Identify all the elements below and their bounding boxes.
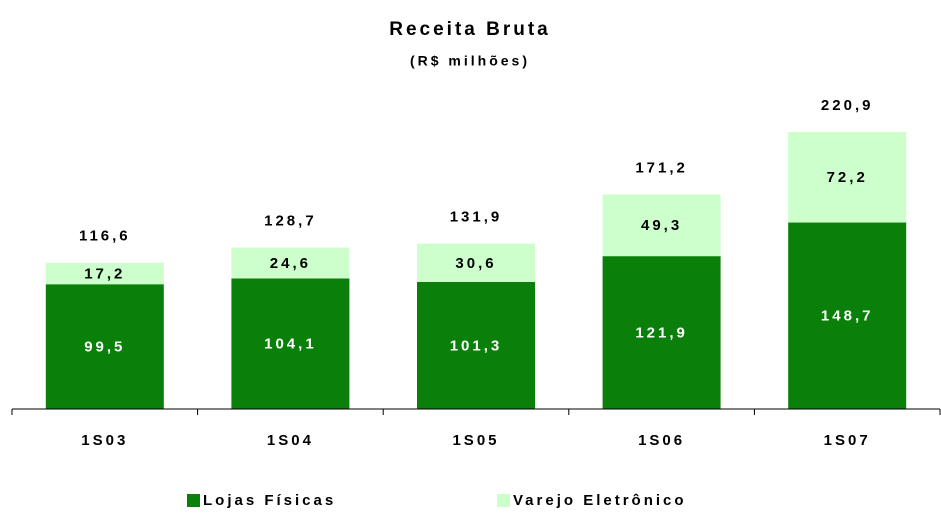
bar-segment — [417, 243, 535, 282]
legend-swatch — [497, 494, 510, 507]
value-label: 148,7 — [821, 308, 874, 325]
total-label: 131,9 — [450, 209, 503, 226]
x-tick-label: 1S03 — [81, 432, 128, 449]
total-label: 220,9 — [821, 97, 874, 114]
legend-label: Varejo Eletrônico — [513, 492, 687, 509]
bar-segment — [602, 194, 721, 257]
value-label: 99,5 — [84, 339, 125, 356]
bar-segment — [417, 281, 535, 409]
value-label: 30,6 — [455, 255, 496, 272]
total-label: 128,7 — [264, 213, 317, 230]
value-label: 49,3 — [641, 217, 682, 234]
bar-segment — [788, 222, 907, 409]
total-label: 116,6 — [79, 228, 131, 245]
bar-segment — [231, 247, 350, 279]
bar-segment — [45, 284, 164, 409]
chart-subtitle: (R$ milhões) — [410, 53, 530, 69]
x-tick-label: 1S06 — [638, 432, 685, 449]
value-label: 17,2 — [84, 265, 125, 282]
x-tick-label: 1S04 — [267, 432, 314, 449]
total-label: 171,2 — [635, 159, 688, 176]
bar-segment — [45, 262, 164, 285]
value-label: 101,3 — [450, 337, 503, 354]
value-label: 24,6 — [270, 255, 311, 272]
value-label: 104,1 — [264, 336, 317, 353]
bar-segment — [788, 131, 907, 223]
legend-swatch — [187, 494, 200, 507]
x-tick-label: 1S05 — [452, 432, 499, 449]
legend-label: Lojas Físicas — [203, 492, 336, 509]
x-tick-label: 1S07 — [824, 432, 871, 449]
bar-segment — [602, 256, 721, 409]
value-label: 121,9 — [635, 325, 688, 342]
bar-segment — [231, 278, 350, 409]
chart-title: Receita Bruta — [389, 19, 551, 40]
value-label: 72,2 — [827, 169, 868, 186]
